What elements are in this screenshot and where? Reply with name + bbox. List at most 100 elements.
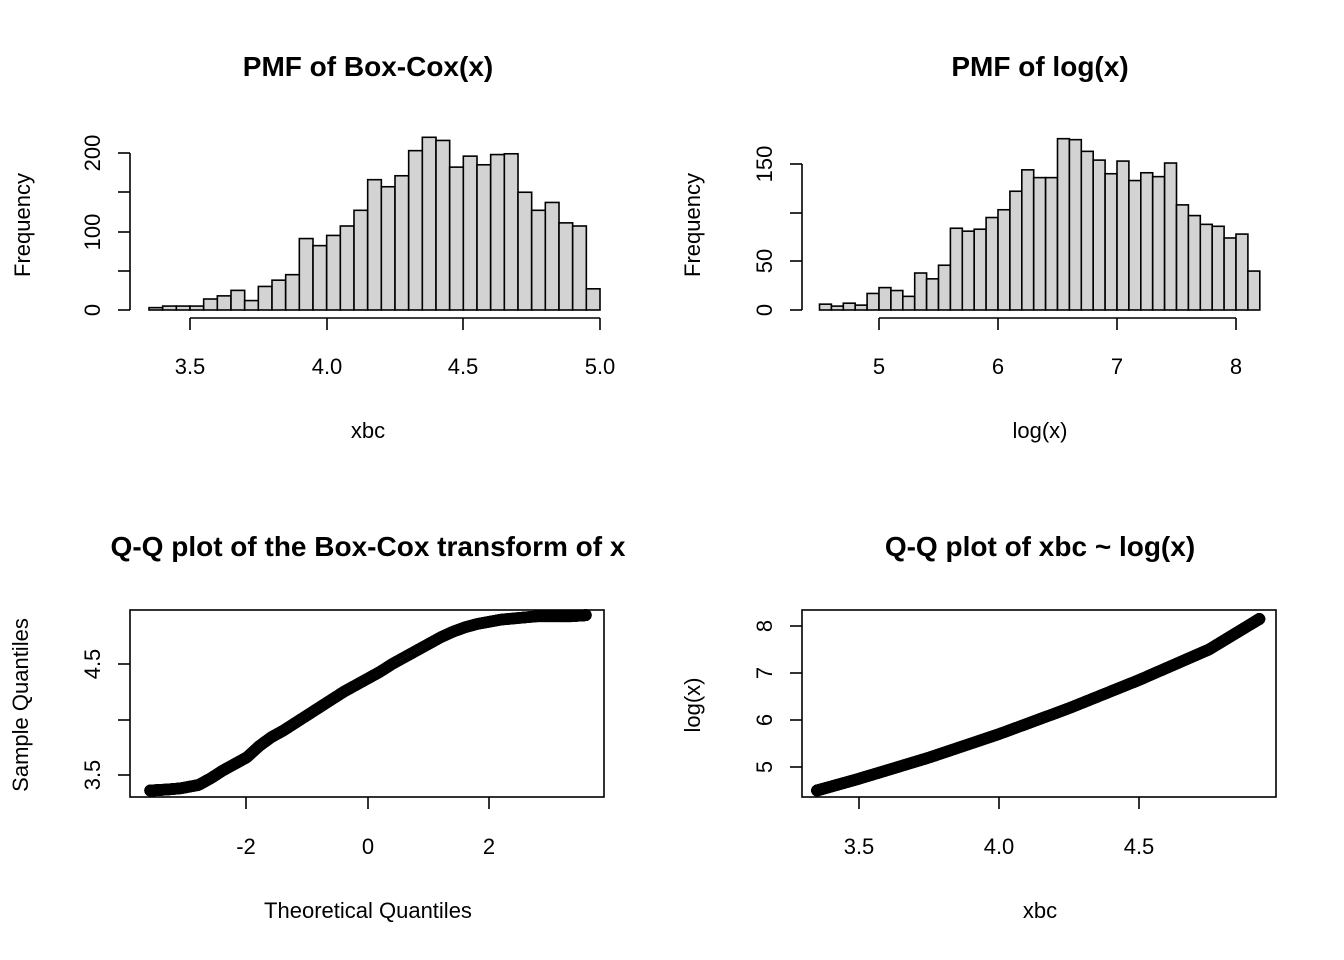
histogram-bar bbox=[1235, 233, 1249, 311]
histogram-bar bbox=[1116, 160, 1130, 311]
x-tick-label: 7 bbox=[1111, 354, 1123, 379]
y-tick-label: 200 bbox=[80, 135, 105, 172]
x-axis-label: log(x) bbox=[1012, 418, 1067, 443]
histogram-bar bbox=[1032, 176, 1047, 311]
histogram-bar bbox=[913, 272, 928, 311]
chart-title: Q-Q plot of the Box-Cox transform of x bbox=[111, 531, 626, 562]
histogram-bar bbox=[530, 209, 547, 311]
histogram-bar bbox=[325, 234, 342, 311]
histogram-bar bbox=[937, 264, 952, 311]
histogram-bar bbox=[1092, 159, 1106, 311]
histogram-bar bbox=[901, 295, 916, 311]
histogram-bar bbox=[1056, 137, 1071, 311]
histogram-bar bbox=[243, 299, 260, 311]
histogram-bar bbox=[284, 273, 301, 311]
histogram-bar bbox=[973, 228, 987, 311]
chart-title: PMF of Box-Cox(x) bbox=[243, 51, 493, 82]
histogram-bar bbox=[1199, 223, 1214, 311]
y-tick-label: 100 bbox=[80, 214, 105, 251]
qq-point bbox=[579, 609, 592, 622]
histogram-bar bbox=[878, 286, 892, 311]
histogram-bar bbox=[558, 222, 574, 311]
panel-boxcox-histogram: PMF of Box-Cox(x) 3.5 4.0 4.5 5.0 0 100 … bbox=[10, 51, 615, 443]
histogram-bar bbox=[1187, 214, 1202, 311]
chart-title: Q-Q plot of xbc ~ log(x) bbox=[885, 531, 1195, 562]
x-tick-label: 5 bbox=[873, 354, 885, 379]
y-tick-label: 50 bbox=[752, 249, 777, 273]
histogram-bar bbox=[271, 279, 287, 311]
histogram-bar bbox=[949, 227, 964, 311]
histogram-bar bbox=[1175, 204, 1190, 311]
histogram-bar bbox=[175, 305, 191, 311]
x-axis-label: Theoretical Quantiles bbox=[264, 898, 472, 923]
x-tick-label: 4.0 bbox=[984, 834, 1015, 859]
histogram-bar bbox=[544, 201, 560, 311]
y-tick-label: 150 bbox=[752, 146, 777, 183]
y-tick-label: 8 bbox=[752, 620, 777, 632]
histogram-bar bbox=[985, 216, 999, 311]
histogram-bar bbox=[1140, 171, 1154, 311]
histogram-bar bbox=[189, 305, 205, 311]
x-tick-label: 4.5 bbox=[1124, 834, 1155, 859]
histogram-bar bbox=[1163, 162, 1178, 311]
panel-boxcox-qq: Q-Q plot of the Box-Cox transform of x -… bbox=[8, 531, 626, 923]
y-tick-label: 0 bbox=[752, 304, 777, 316]
histogram-bar bbox=[339, 225, 355, 311]
histogram-bar bbox=[517, 191, 533, 311]
y-axis-label: log(x) bbox=[680, 677, 705, 732]
histogram-bar bbox=[866, 292, 880, 311]
x-tick-label: 8 bbox=[1230, 354, 1242, 379]
histogram-bar bbox=[818, 303, 833, 311]
histogram-bar bbox=[380, 185, 396, 311]
x-tick-label: -2 bbox=[236, 834, 256, 859]
y-tick-label: 4.5 bbox=[80, 649, 105, 680]
histogram-bar bbox=[148, 306, 164, 311]
histogram-bar bbox=[1247, 270, 1261, 311]
histogram-bar bbox=[216, 295, 232, 311]
histogram-bar bbox=[1128, 179, 1142, 311]
y-axis-label: Frequency bbox=[680, 173, 705, 277]
y-tick-label: 0 bbox=[80, 304, 105, 316]
x-tick-label: 3.5 bbox=[844, 834, 875, 859]
x-tick-label: 4.0 bbox=[312, 354, 343, 379]
histogram-bar bbox=[854, 304, 868, 311]
histogram-bar bbox=[890, 289, 904, 311]
histogram-bar bbox=[353, 209, 369, 311]
histogram-bar bbox=[1104, 172, 1118, 311]
histogram-bar bbox=[1080, 150, 1095, 311]
chart-title: PMF of log(x) bbox=[951, 51, 1128, 82]
histogram-bar bbox=[585, 288, 601, 311]
qq-point bbox=[1253, 613, 1266, 625]
histogram-bar bbox=[925, 278, 940, 311]
histogram-bar bbox=[421, 136, 437, 311]
x-tick-label: 2 bbox=[483, 834, 495, 859]
histogram-bar bbox=[842, 302, 856, 311]
histogram-bar bbox=[1223, 237, 1237, 311]
histogram-bar bbox=[161, 305, 178, 311]
y-tick-label: 7 bbox=[752, 667, 777, 679]
histogram-bar bbox=[997, 208, 1011, 311]
y-tick-label: 6 bbox=[752, 714, 777, 726]
y-axis-label: Sample Quantiles bbox=[8, 618, 33, 792]
histogram-bar bbox=[257, 285, 273, 311]
histogram-bar bbox=[1020, 169, 1035, 311]
histogram-bar bbox=[448, 166, 465, 311]
histogram-bar bbox=[1151, 175, 1166, 311]
histogram-bar bbox=[830, 305, 845, 311]
panel-xbc-log-qq: Q-Q plot of xbc ~ log(x) 3.5 4.0 4.5 5 6… bbox=[680, 531, 1277, 923]
histogram-bars bbox=[818, 137, 1261, 311]
histogram-bars bbox=[148, 136, 601, 311]
histogram-bar bbox=[435, 139, 451, 311]
x-tick-label: 6 bbox=[992, 354, 1004, 379]
plot-frame bbox=[129, 609, 605, 798]
plot-frame bbox=[801, 609, 1277, 798]
histogram-bar bbox=[1211, 225, 1225, 311]
histogram-bar bbox=[202, 298, 219, 311]
y-tick-label: 3.5 bbox=[80, 760, 105, 791]
histogram-bar bbox=[462, 155, 478, 311]
histogram-bar bbox=[366, 178, 383, 311]
qq-points bbox=[144, 609, 592, 797]
y-axis-label: Frequency bbox=[10, 173, 35, 277]
x-tick-label: 3.5 bbox=[175, 354, 206, 379]
